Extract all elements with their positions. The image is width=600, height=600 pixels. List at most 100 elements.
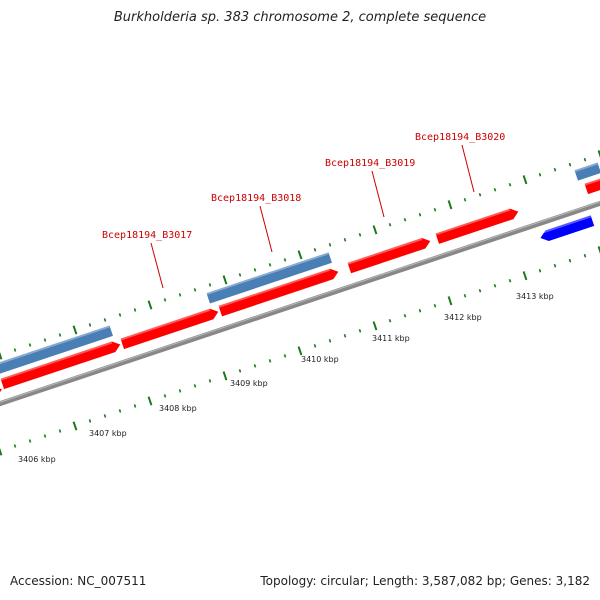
lower-minor-tick <box>418 309 422 313</box>
gene-forward-b3018[interactable] <box>218 268 339 317</box>
upper-major-tick <box>522 175 528 185</box>
lower-minor-tick <box>313 344 317 348</box>
gene-forward-b3020[interactable] <box>435 208 519 244</box>
accession-text: Accession: NC_007511 <box>10 574 147 588</box>
gene-label-leader-2 <box>371 170 385 218</box>
gene-forward-b3019-highlight <box>347 238 423 265</box>
gene-forward-b3018-highlight <box>218 268 331 308</box>
gene-blue-right-edge[interactable] <box>574 162 600 181</box>
gene-forward-b3016-highlight <box>0 341 113 381</box>
lower-minor-tick <box>583 253 587 258</box>
lower-major-tick <box>0 447 3 456</box>
lower-minor-tick <box>163 394 167 398</box>
lower-minor-tick <box>463 293 467 298</box>
upper-minor-tick <box>118 313 122 317</box>
lower-major-tick <box>597 246 600 254</box>
upper-minor-tick <box>238 273 242 277</box>
lower-minor-tick <box>43 434 47 438</box>
chromosome-backbone <box>0 200 600 407</box>
map-title: Burkholderia sp. 383 chromosome 2, compl… <box>113 10 487 25</box>
upper-tick-row <box>0 150 600 360</box>
upper-minor-tick <box>133 308 137 312</box>
upper-minor-tick <box>163 298 167 302</box>
gene-label-leader-0 <box>150 242 164 289</box>
lower-minor-tick <box>403 314 407 318</box>
upper-minor-tick <box>88 323 92 327</box>
lower-minor-tick <box>118 409 122 413</box>
lower-minor-tick <box>268 359 272 363</box>
lower-minor-tick <box>328 339 332 343</box>
gene-blue-b3018-highlight <box>206 252 329 296</box>
upper-major-tick <box>372 225 378 235</box>
gene-label-b3018[interactable]: Bcep18194_B3018 <box>211 193 301 204</box>
upper-minor-tick <box>553 167 557 172</box>
lower-minor-tick <box>553 263 557 268</box>
upper-minor-tick <box>418 213 422 217</box>
lower-minor-tick <box>88 419 92 423</box>
lower-major-tick <box>522 271 528 281</box>
gene-reverse-b3021[interactable] <box>540 215 595 241</box>
upper-major-tick <box>222 275 228 285</box>
upper-minor-tick <box>568 162 572 167</box>
gene-label-leaders <box>150 144 475 289</box>
upper-major-tick <box>0 351 3 360</box>
lower-major-tick <box>147 396 153 406</box>
gene-label-b3019[interactable]: Bcep18194_B3019 <box>325 158 415 169</box>
scale-label-3409: 3409 kbp <box>230 379 268 388</box>
lower-minor-tick <box>208 379 212 383</box>
upper-minor-tick <box>283 258 287 262</box>
upper-minor-tick <box>253 268 257 272</box>
lower-minor-tick <box>343 334 347 338</box>
lower-minor-tick <box>238 369 242 373</box>
scale-label-3407: 3407 kbp <box>89 429 127 438</box>
upper-major-tick <box>597 150 600 158</box>
gene-label-b3017[interactable]: Bcep18194_B3017 <box>102 230 192 241</box>
lower-minor-tick <box>568 258 572 263</box>
gene-forward-b3019[interactable] <box>347 238 431 274</box>
summary-text: Topology: circular; Length: 3,587,082 bp… <box>260 574 590 588</box>
lower-minor-tick <box>178 389 182 393</box>
gene-forward-right-edge[interactable] <box>584 178 600 195</box>
upper-minor-tick <box>343 238 347 242</box>
scale-label-3413: 3413 kbp <box>516 292 554 301</box>
upper-minor-tick <box>388 223 392 227</box>
chromosome-backbone-highlight <box>0 201 600 403</box>
upper-minor-tick <box>478 192 482 197</box>
gene-label-b3020[interactable]: Bcep18194_B3020 <box>415 132 505 143</box>
lower-minor-tick <box>493 283 497 288</box>
lower-major-tick <box>297 346 303 356</box>
upper-minor-tick <box>43 338 47 342</box>
gene-forward-b3017-highlight <box>120 308 211 341</box>
upper-major-tick <box>147 300 153 310</box>
lower-major-tick <box>72 421 78 431</box>
scale-label-3410: 3410 kbp <box>301 355 339 364</box>
gene-blue-b3018[interactable] <box>206 252 332 304</box>
lower-minor-tick <box>58 429 62 433</box>
lower-minor-tick <box>508 278 512 283</box>
lower-minor-tick <box>478 288 482 293</box>
gene-forward-b3017[interactable] <box>120 308 219 350</box>
lower-minor-tick <box>358 329 362 333</box>
lower-minor-tick <box>253 364 257 368</box>
lower-minor-tick <box>388 319 392 323</box>
upper-major-tick <box>447 200 453 210</box>
lower-major-tick <box>447 296 453 306</box>
gene-forward-b3020-highlight <box>435 208 511 236</box>
scale-label-3406: 3406 kbp <box>18 455 56 464</box>
gene-forward-b3016[interactable] <box>0 341 121 390</box>
upper-minor-tick <box>433 207 437 212</box>
gene-blue-b3016[interactable] <box>0 325 113 376</box>
gene-track <box>0 162 600 403</box>
upper-minor-tick <box>13 348 17 352</box>
lower-minor-tick <box>103 414 107 418</box>
upper-minor-tick <box>58 333 62 337</box>
lower-minor-tick <box>133 404 137 408</box>
lower-minor-tick <box>283 354 287 358</box>
lower-tick-row <box>0 246 600 456</box>
upper-minor-tick <box>358 233 362 237</box>
upper-minor-tick <box>463 197 467 202</box>
gene-forward-left-edge[interactable] <box>0 386 2 403</box>
upper-minor-tick <box>328 243 332 247</box>
gene-label-leader-3 <box>461 144 475 193</box>
lower-minor-tick <box>13 444 17 448</box>
